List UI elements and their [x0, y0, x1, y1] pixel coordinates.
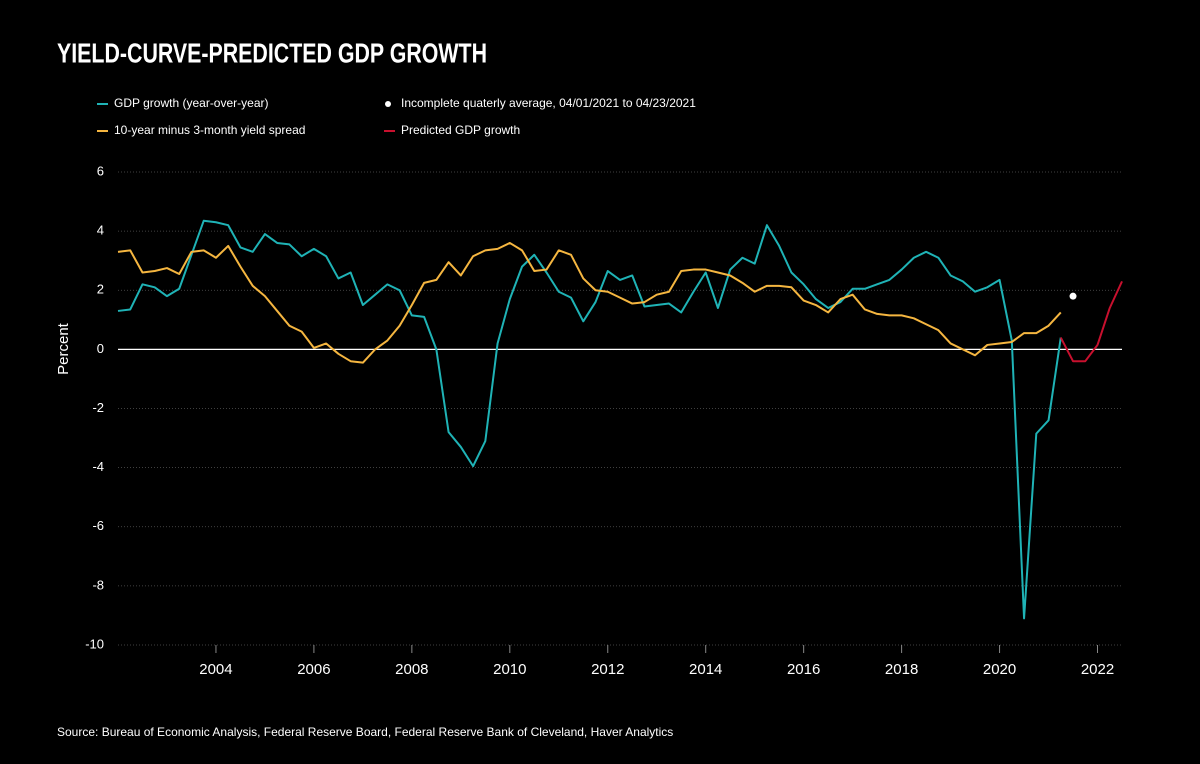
x-tick-label: 2014 — [689, 661, 722, 678]
y-tick-label: 2 — [97, 282, 104, 297]
y-tick-label: 0 — [97, 341, 104, 356]
x-tick-label: 2020 — [983, 661, 1016, 678]
y-tick-label: 4 — [97, 223, 104, 238]
y-tick-label: -4 — [92, 459, 104, 474]
y-tick-label: -2 — [92, 400, 104, 415]
series-line — [1059, 280, 1123, 363]
x-tick-label: 2016 — [787, 661, 820, 678]
x-tick-label: 2022 — [1081, 661, 1114, 678]
x-tick-label: 2008 — [395, 661, 428, 678]
legend-label: Incomplete quaterly average, 04/01/2021 … — [401, 96, 696, 110]
legend-label: 10-year minus 3-month yield spread — [114, 123, 305, 137]
legend-label: Predicted GDP growth — [401, 123, 520, 137]
x-tick-label: 2018 — [885, 661, 918, 678]
legend-marker — [385, 101, 391, 107]
chart-title: YIELD-CURVE-PREDICTED GDP GROWTH — [57, 37, 487, 68]
y-tick-label: -10 — [85, 636, 104, 651]
y-tick-label: -6 — [92, 518, 104, 533]
x-tick-label: 2006 — [297, 661, 330, 678]
x-tick-label: 2010 — [493, 661, 526, 678]
series-line — [117, 219, 1062, 620]
y-axis-title: Percent — [55, 322, 72, 375]
source-note: Source: Bureau of Economic Analysis, Fed… — [57, 725, 673, 739]
series-line — [117, 241, 1062, 364]
x-tick-label: 2012 — [591, 661, 624, 678]
data-point — [1069, 292, 1077, 300]
x-tick-label: 2004 — [199, 661, 232, 678]
y-tick-label: 6 — [97, 163, 104, 178]
y-tick-label: -8 — [92, 577, 104, 592]
legend-label: GDP growth (year-over-year) — [114, 96, 269, 110]
